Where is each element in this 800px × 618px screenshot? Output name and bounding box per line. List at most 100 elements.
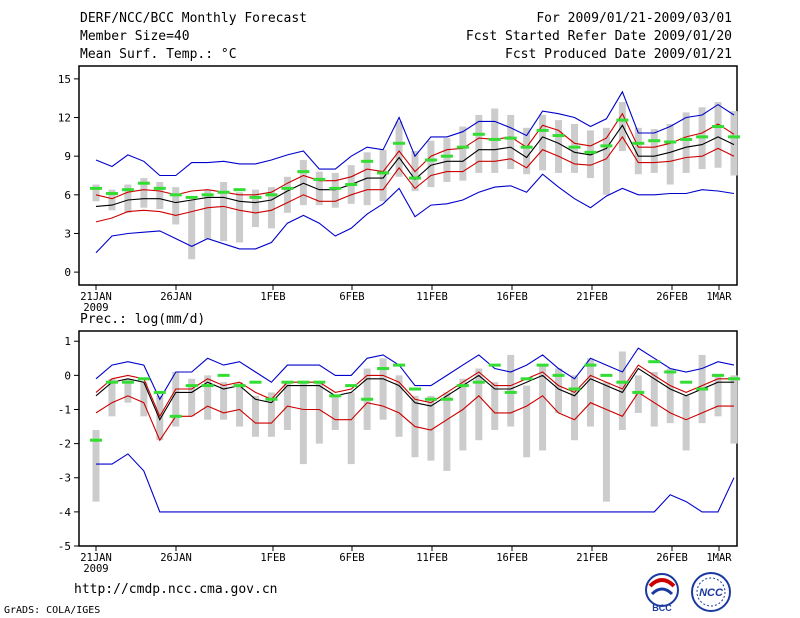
spread-box (204, 375, 212, 420)
spread-box (92, 429, 100, 502)
spread-box (108, 378, 116, 417)
ensemble-marker (201, 193, 214, 197)
spread-box (443, 392, 451, 471)
ensemble-marker (90, 186, 102, 190)
x-tick-label: 11FEB (416, 552, 448, 564)
spread-box (252, 189, 259, 228)
ensemble-marker (345, 384, 358, 388)
series-line-lower (95, 135, 735, 223)
x-tick-label: 1FEB (260, 552, 285, 564)
x-tick-label: 21JAN (80, 552, 112, 564)
grads-credit: GrADS: COLA/IGES (4, 605, 101, 616)
ensemble-marker (201, 384, 214, 388)
header-right: For 2009/01/21-2009/03/01 Fcst Started Re… (466, 10, 732, 64)
spread-box (156, 181, 164, 209)
spread-box (124, 184, 132, 213)
spread-box (523, 127, 531, 175)
x-year-label: 2009 (83, 302, 108, 314)
ensemble-marker (377, 171, 390, 175)
y-tick-label: 9 (64, 150, 71, 163)
spread-box (555, 120, 563, 173)
ensemble-marker (217, 373, 230, 377)
ensemble-marker (648, 139, 661, 143)
x-tick-label: 16FEB (496, 291, 528, 303)
y-tick-label: -2 (58, 438, 71, 451)
ensemble-marker (105, 192, 118, 196)
spread-box (666, 368, 674, 424)
ensemble-marker (169, 193, 182, 197)
ensemble-marker (504, 136, 517, 140)
spread-box (315, 171, 323, 206)
x-tick-label: 26FEB (656, 552, 688, 564)
spread-box (172, 371, 180, 427)
ensemble-marker (233, 384, 246, 388)
spread-box (188, 199, 196, 260)
spread-box (267, 392, 275, 437)
spread-box (586, 358, 594, 427)
ensemble-marker (552, 373, 565, 377)
ensemble-marker (488, 137, 501, 141)
ensemble-marker (233, 188, 246, 192)
ensemble-marker (424, 158, 437, 162)
x-year-label: 2009 (83, 563, 108, 575)
spread-box (236, 382, 244, 427)
spread-box (602, 382, 610, 502)
ensemble-marker (680, 137, 693, 141)
spread-box (252, 395, 259, 437)
ensemble-marker (424, 397, 437, 401)
spread-box (459, 126, 467, 181)
y-tick-label: -3 (58, 472, 71, 485)
ensemble-marker (329, 394, 342, 398)
ensemble-marker (664, 370, 677, 374)
series-line-upper (95, 112, 735, 200)
ensemble-marker (313, 380, 326, 384)
ensemble-marker (696, 387, 709, 391)
y-tick-label: 15 (58, 73, 71, 86)
ensemble-marker (712, 125, 725, 129)
ensemble-marker (440, 154, 453, 158)
y-tick-label: 6 (64, 189, 71, 202)
ensemble-marker (472, 380, 485, 384)
ensemble-marker (169, 414, 182, 418)
ensemble-marker (313, 177, 326, 181)
ensemble-marker (728, 135, 740, 139)
ensemble-marker (504, 390, 517, 394)
x-tick-label: 1MAR (706, 291, 732, 303)
spread-box (475, 368, 483, 441)
spread-box (507, 114, 515, 170)
spread-box (395, 375, 403, 437)
ensemble-marker (632, 390, 645, 394)
y-tick-label: 0 (64, 266, 71, 279)
spread-box (283, 176, 291, 213)
ensemble-marker (520, 145, 533, 149)
ensemble-marker (680, 380, 693, 384)
series-line-max (95, 90, 735, 177)
spread-box (124, 378, 132, 403)
website-link[interactable]: http://cmdp.ncc.cma.gov.cn (74, 582, 278, 597)
ensemble-marker (472, 132, 485, 136)
ensemble-marker (456, 145, 469, 149)
ensemble-marker (105, 380, 118, 384)
plot-frame (78, 330, 738, 547)
ensemble-marker (520, 377, 533, 381)
forecast-period: For 2009/01/21-2009/03/01 (536, 11, 732, 26)
spread-box (618, 351, 626, 430)
ensemble-marker (568, 145, 581, 149)
x-tick-label: 21JAN (80, 291, 112, 303)
chart-panel-1: 0 3 6 9 12 15 21JAN 26JAN 1FEB 6FEB 11FEB 16FEB 21FE… (58, 65, 740, 314)
ncc-logo: NCC (691, 572, 731, 612)
spread-box (108, 189, 116, 211)
ensemble-marker (568, 387, 581, 391)
ensemble-marker (632, 141, 645, 145)
spread-box (140, 178, 148, 208)
spread-box (618, 102, 626, 152)
spread-box (204, 189, 212, 239)
x-tick-label: 16FEB (496, 552, 528, 564)
ensemble-marker (329, 186, 342, 190)
ensemble-marker (249, 380, 262, 384)
ensemble-marker (456, 384, 469, 388)
spread-box (331, 395, 339, 430)
spread-box (331, 172, 339, 208)
ensemble-marker (281, 186, 294, 190)
y-tick-label: 12 (58, 112, 71, 125)
